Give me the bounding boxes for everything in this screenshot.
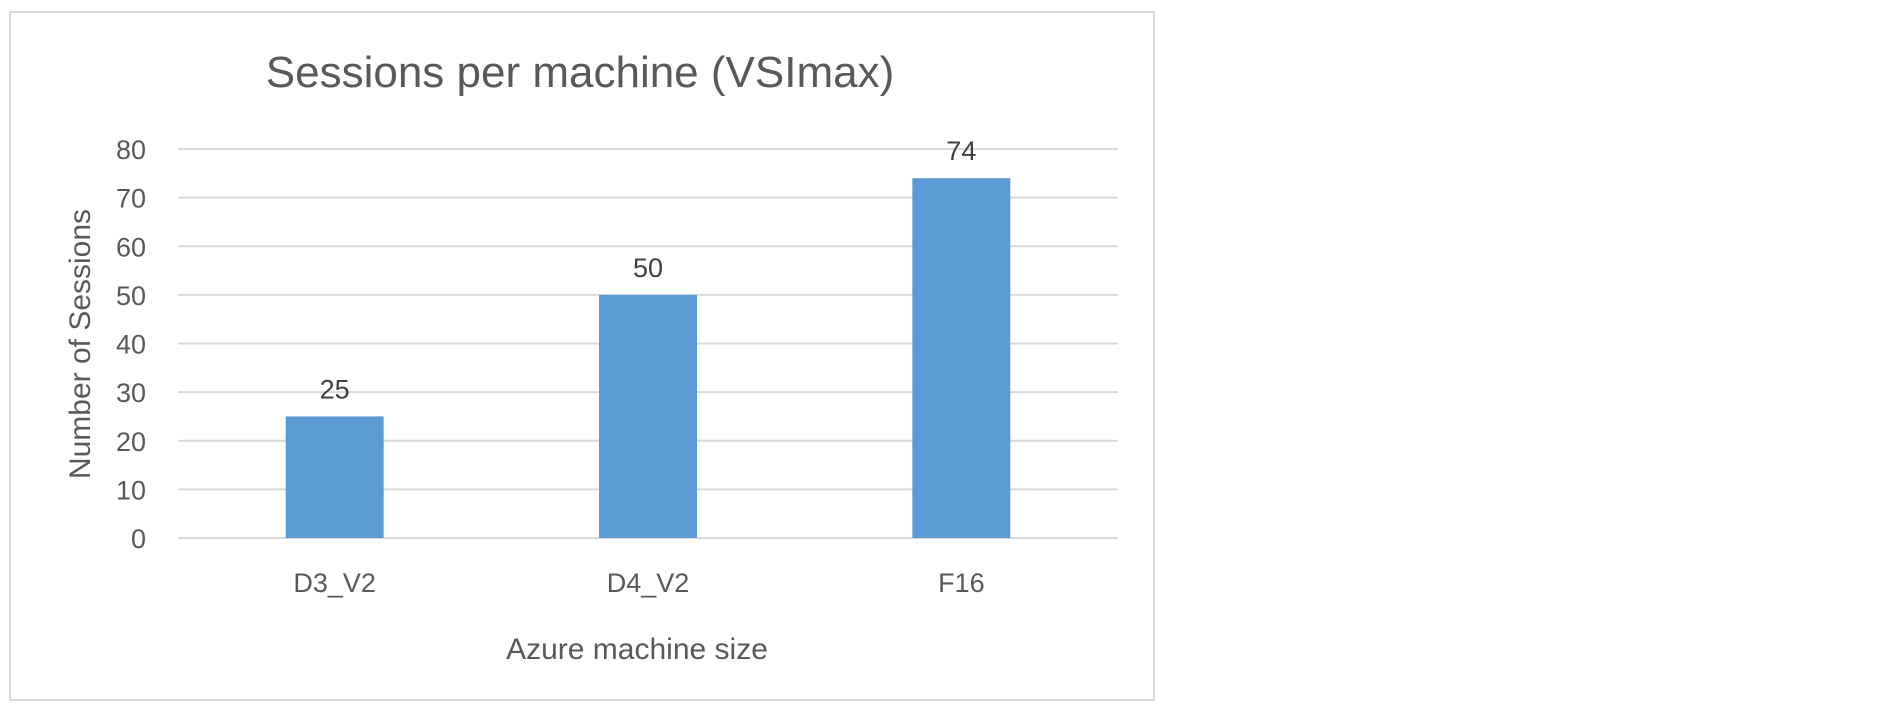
chart-title: Sessions per machine (VSImax) (266, 48, 894, 97)
data-label: 50 (633, 253, 663, 283)
x-axis-title: Azure machine size (506, 633, 768, 666)
y-tick-label: 0 (131, 524, 146, 554)
bar-d4-v2 (599, 294, 697, 538)
data-label: 74 (946, 136, 976, 166)
x-axis-tick-labels: D3_V2 D4_V2 F16 (293, 568, 984, 598)
bar-d3-v2 (285, 416, 384, 538)
y-tick-label: 60 (116, 232, 146, 262)
bars (285, 178, 1011, 539)
y-tick-label: 50 (116, 281, 146, 311)
data-labels: 25 50 74 (320, 136, 977, 404)
y-tick-label: 70 (116, 184, 146, 214)
y-tick-label: 30 (116, 378, 146, 408)
bar-f16 (912, 178, 1011, 539)
y-tick-label: 80 (116, 135, 146, 165)
y-tick-label: 10 (116, 475, 146, 505)
y-axis-title: Number of Sessions (64, 209, 97, 479)
y-tick-label: 20 (116, 427, 146, 457)
x-tick-label: F16 (938, 568, 985, 598)
data-label: 25 (320, 374, 350, 404)
y-tick-label: 40 (116, 330, 146, 360)
x-tick-label: D4_V2 (607, 568, 690, 598)
y-axis-tick-labels: 0 10 20 30 40 50 60 70 80 (116, 135, 146, 554)
x-tick-label: D3_V2 (293, 568, 376, 598)
